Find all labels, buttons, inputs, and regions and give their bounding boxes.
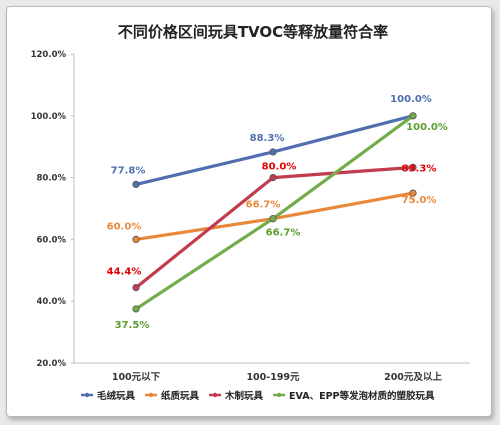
data-label: 66.7% — [246, 200, 281, 211]
data-point — [409, 112, 417, 120]
legend-marker — [212, 392, 218, 398]
y-tick-label: 80.0% — [37, 174, 67, 184]
legend-marker — [84, 392, 90, 398]
data-label: 44.4% — [107, 267, 142, 278]
data-label: 100.0% — [406, 122, 448, 133]
x-tick-label: 200元及以上 — [384, 371, 442, 383]
y-tick-label: 60.0% — [37, 235, 67, 245]
legend: 毛绒玩具 纸质玩具 木制玩具 EVA、EPP等发泡材质的塑胶玩具 — [81, 390, 435, 402]
data-point — [409, 163, 417, 172]
legend-entry: EVA、EPP等发泡材质的塑胶玩具 — [289, 390, 435, 402]
data-label: 75.0% — [402, 195, 437, 206]
legend-marker — [148, 392, 154, 398]
data-point — [132, 180, 140, 188]
axes: 20.0% 40.0% 60.0% 80.0% 100.0% 120.0% 100元以下 10… — [31, 50, 470, 383]
x-tick-label: 100-199元 — [246, 372, 300, 383]
series-lines — [132, 112, 417, 313]
data-point — [132, 284, 140, 292]
y-tick-label: 120.0% — [31, 50, 67, 60]
data-point — [132, 305, 140, 313]
data-point — [269, 174, 277, 182]
y-tick-label: 20.0% — [37, 359, 67, 369]
legend-marker — [276, 392, 282, 398]
data-point — [269, 215, 277, 223]
data-label: 37.5% — [115, 320, 150, 331]
data-label: 88.3% — [250, 133, 285, 144]
y-tick-label: 100.0% — [31, 112, 67, 122]
data-label: 80.0% — [262, 162, 297, 173]
chart-title: 不同价格区间玩具TVOC等释放量符合率 — [118, 23, 388, 41]
data-label: 83.3% — [402, 163, 437, 174]
chart-frame — [6, 6, 492, 417]
data-point — [269, 148, 277, 156]
y-tick-label: 40.0% — [37, 297, 67, 307]
data-labels: 77.8% 88.3% 100.0% 60.0% 66.7% 75.0% 44.4% 80.0… — [107, 94, 448, 331]
data-point — [409, 189, 417, 197]
data-label: 77.8% — [111, 165, 146, 176]
data-label: 100.0% — [390, 94, 432, 105]
x-tick-label: 100元以下 — [112, 372, 161, 383]
data-point — [132, 235, 140, 243]
data-label: 60.0% — [107, 221, 142, 232]
series-line-3 — [134, 114, 415, 311]
legend-entry: 纸质玩具 — [161, 390, 200, 402]
legend-entry: 毛绒玩具 — [97, 390, 136, 402]
legend-entry: 木制玩具 — [224, 390, 264, 402]
data-label: 66.7% — [266, 228, 301, 239]
